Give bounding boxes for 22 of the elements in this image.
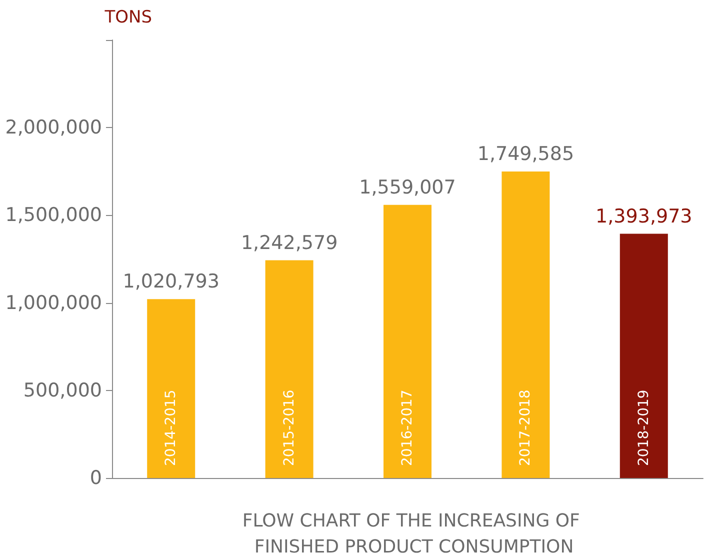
bar (147, 299, 196, 478)
x-axis-title: FLOW CHART OF THE INCREASING OF FINISHED PRODUCT CONSUMPTION (242, 510, 586, 558)
data-label: 1,242,579 (240, 232, 338, 254)
y-tick-label: 1,000,000 (5, 292, 102, 314)
bar (265, 260, 314, 478)
bar (502, 171, 550, 478)
y-tick-label: 1,500,000 (5, 204, 102, 226)
data-label: 1,559,007 (359, 176, 456, 198)
x-tick-label: 2016-2017 (400, 390, 416, 466)
y-tick-label: 0 (90, 467, 102, 489)
data-label: 1,020,793 (122, 270, 220, 293)
y-tick-label: 2,000,000 (5, 116, 102, 139)
x-tick-label: 2018-2019 (636, 390, 652, 466)
data-label: 1,393,973 (596, 205, 692, 228)
x-tick-label: 2017-2018 (518, 390, 534, 466)
bar (620, 234, 668, 478)
y-axis-title: TONS (104, 8, 152, 28)
x-tick-label: 2015-2016 (281, 390, 298, 466)
x-tick-label: 2014-2015 (163, 390, 180, 466)
y-tick-label: 500,000 (23, 379, 102, 402)
bar (384, 204, 432, 478)
data-label: 1,749,585 (477, 142, 574, 165)
